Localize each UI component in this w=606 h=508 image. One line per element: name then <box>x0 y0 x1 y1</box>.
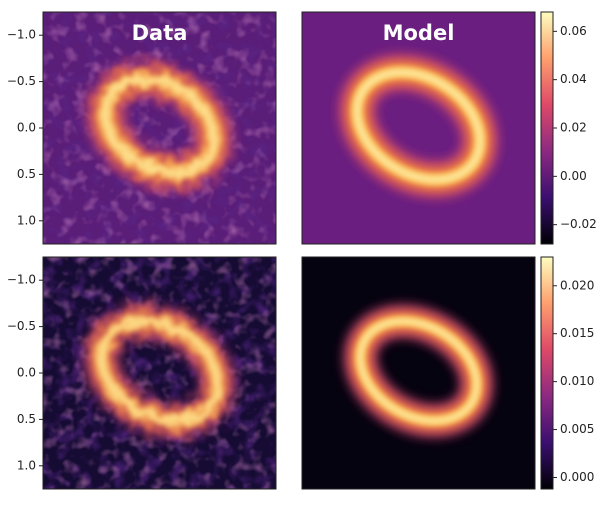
image-background <box>302 257 535 489</box>
colorbar-scale <box>540 11 554 245</box>
ring-peak <box>358 319 479 423</box>
panel <box>301 256 536 490</box>
colorbar-scale <box>540 256 554 490</box>
frame <box>301 256 536 490</box>
panel: Data −1.0 −0.5 0.0 0.5 1.0 <box>7 11 277 245</box>
y-tick-label: −0.5 <box>7 319 36 333</box>
colorbar-tick-label: 0.02 <box>560 121 587 135</box>
ring-peak <box>99 319 220 423</box>
colorbar-tick-label: 0.00 <box>560 169 587 183</box>
y-tick-label: 0.5 <box>17 167 36 181</box>
colorbar-tick-label: 0.005 <box>560 422 594 436</box>
ring <box>85 305 234 437</box>
panel: Model <box>301 11 536 245</box>
colorbar-tick-label: 0.04 <box>560 72 587 86</box>
colorbar-tick-label: 0.06 <box>560 24 587 38</box>
y-tick-label: −1.0 <box>7 273 36 287</box>
noise-light <box>43 12 276 244</box>
image <box>43 257 276 489</box>
image-background <box>302 12 535 244</box>
frame <box>301 11 536 245</box>
y-tick-label: 0.0 <box>17 366 36 380</box>
noise-light <box>43 257 276 489</box>
y-tick-label: −0.5 <box>7 74 36 88</box>
colorbar-tick-label: 0.015 <box>560 326 594 340</box>
ring-peak <box>354 69 483 183</box>
panel: −1.0 −0.5 0.0 0.5 1.0 <box>7 256 277 490</box>
panel-title: Data <box>132 21 188 45</box>
ring <box>339 54 498 198</box>
colorbar-tick-label: 0.010 <box>560 374 594 388</box>
colorbar-tick-label: −0.02 <box>560 217 597 231</box>
y-tick-label: 1.0 <box>17 213 36 227</box>
image <box>302 12 535 244</box>
colorbar: 0.06 0.04 0.02 0.00 −0.02 <box>540 11 597 245</box>
y-tick-label: −1.0 <box>7 28 36 42</box>
colorbar: 0.020 0.015 0.010 0.005 0.000 <box>540 256 594 490</box>
colorbar-tick-label: 0.000 <box>560 470 594 484</box>
panel-title: Model <box>383 21 455 45</box>
y-tick-label: 1.0 <box>17 458 36 472</box>
ring <box>87 61 232 191</box>
ring <box>344 305 493 437</box>
image <box>302 257 535 489</box>
ring-peak <box>102 76 217 176</box>
y-tick-label: 0.0 <box>17 121 36 135</box>
image <box>43 12 276 244</box>
colorbar-tick-label: 0.020 <box>560 278 594 292</box>
y-tick-label: 0.5 <box>17 412 36 426</box>
